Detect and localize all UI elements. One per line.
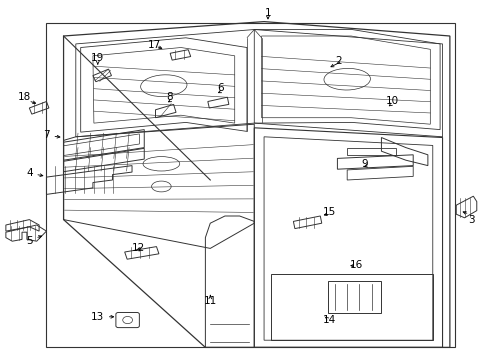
Text: 16: 16 [349, 260, 362, 270]
Text: 18: 18 [18, 92, 31, 102]
Text: 8: 8 [166, 92, 173, 102]
Text: 9: 9 [361, 159, 368, 169]
Text: 10: 10 [386, 96, 399, 106]
Text: 19: 19 [91, 53, 104, 63]
Text: 2: 2 [334, 56, 341, 66]
Text: 17: 17 [148, 40, 161, 50]
Text: 13: 13 [91, 312, 104, 322]
Text: 15: 15 [322, 207, 335, 217]
Text: 7: 7 [43, 130, 50, 140]
Text: 1: 1 [264, 8, 271, 18]
Text: 5: 5 [26, 236, 33, 246]
Bar [46, 23, 454, 347]
Text: 4: 4 [26, 168, 33, 178]
Text: 12: 12 [132, 243, 145, 253]
Text: 14: 14 [322, 315, 335, 325]
Text: 11: 11 [203, 296, 217, 306]
Text: 6: 6 [217, 83, 224, 93]
Text: 3: 3 [468, 215, 474, 225]
